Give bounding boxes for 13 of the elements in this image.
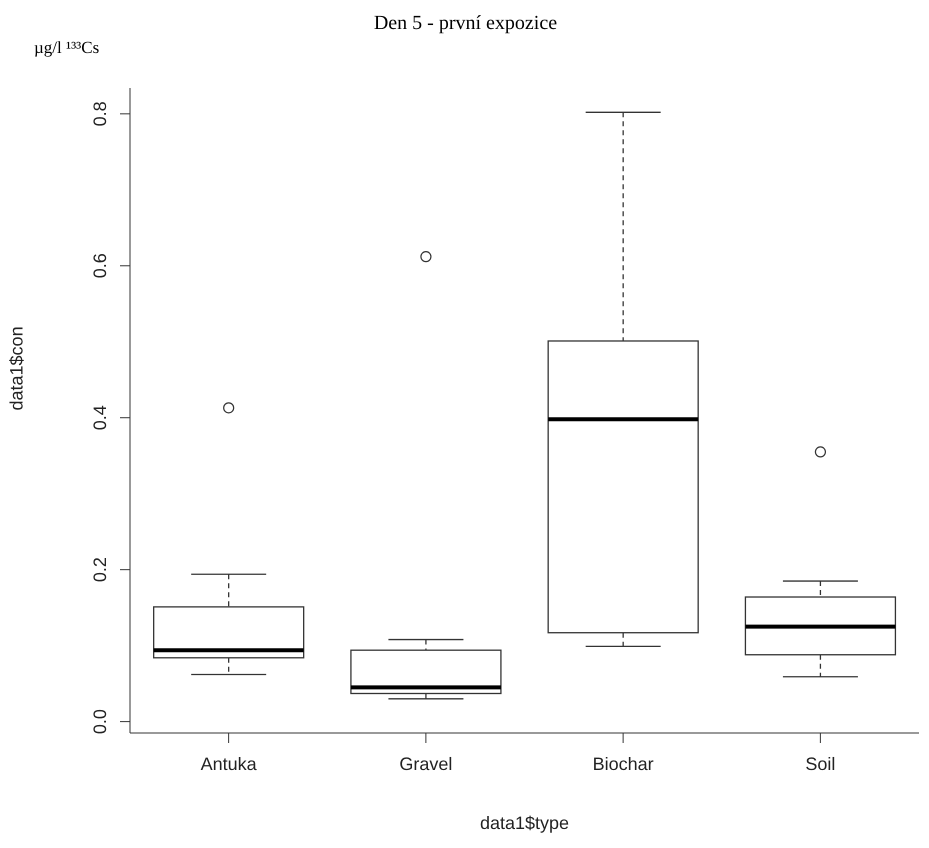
y-tick-label: 0.4 (90, 405, 110, 430)
x-tick-label: Biochar (592, 754, 654, 774)
y-tick-label: 0.6 (90, 253, 110, 278)
x-axis-title: data1$type (480, 813, 570, 833)
x-tick-label: Soil (805, 754, 836, 774)
y-tick-label: 0.0 (90, 709, 110, 734)
y-tick-label: 0.8 (90, 101, 110, 126)
chart-title: Den 5 - první expozice (372, 12, 558, 35)
x-tick-label: Antuka (200, 754, 258, 774)
x-tick-label: Gravel (399, 754, 452, 774)
y-axis-title: data1$con (6, 326, 26, 410)
y-tick-label: 0.2 (90, 557, 110, 582)
text: µg/l ¹³³Cs (34, 38, 100, 58)
